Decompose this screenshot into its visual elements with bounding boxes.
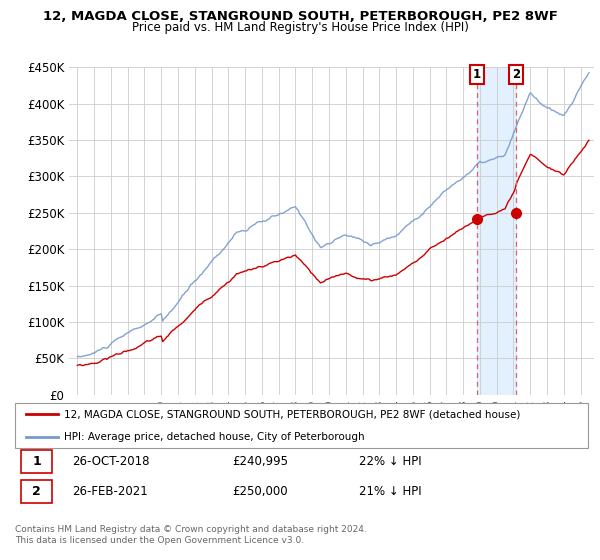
Text: Price paid vs. HM Land Registry's House Price Index (HPI): Price paid vs. HM Land Registry's House … <box>131 21 469 34</box>
Text: £240,995: £240,995 <box>233 455 289 468</box>
Text: 26-FEB-2021: 26-FEB-2021 <box>73 485 148 498</box>
Text: 12, MAGDA CLOSE, STANGROUND SOUTH, PETERBOROUGH, PE2 8WF: 12, MAGDA CLOSE, STANGROUND SOUTH, PETER… <box>43 10 557 23</box>
Bar <box>477 67 516 395</box>
Text: 1: 1 <box>32 455 41 468</box>
Text: 12, MAGDA CLOSE, STANGROUND SOUTH, PETERBOROUGH, PE2 8WF (detached house): 12, MAGDA CLOSE, STANGROUND SOUTH, PETER… <box>64 409 520 419</box>
Bar <box>21 480 52 503</box>
Text: 22% ↓ HPI: 22% ↓ HPI <box>359 455 421 468</box>
Text: £250,000: £250,000 <box>233 485 289 498</box>
Text: 2: 2 <box>512 68 520 81</box>
Text: Contains HM Land Registry data © Crown copyright and database right 2024.
This d: Contains HM Land Registry data © Crown c… <box>15 525 367 545</box>
Text: HPI: Average price, detached house, City of Peterborough: HPI: Average price, detached house, City… <box>64 432 364 442</box>
Text: 1: 1 <box>473 68 481 81</box>
Text: 2: 2 <box>32 485 41 498</box>
Text: 26-OCT-2018: 26-OCT-2018 <box>73 455 150 468</box>
Text: 21% ↓ HPI: 21% ↓ HPI <box>359 485 421 498</box>
Bar <box>21 450 52 473</box>
